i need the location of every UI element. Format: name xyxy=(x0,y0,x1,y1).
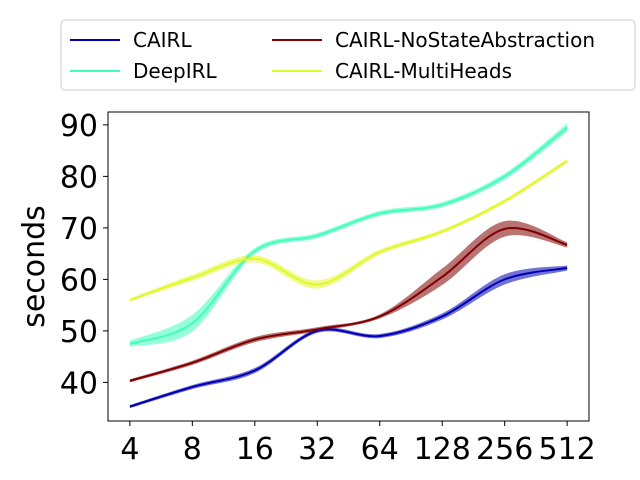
legend-box xyxy=(60,19,636,91)
x-tick-label: 16 xyxy=(236,432,274,467)
y-tick-label: 40 xyxy=(60,366,98,401)
legend-label: CAIRL xyxy=(133,28,192,52)
x-tick-label: 128 xyxy=(414,432,471,467)
y-axis-label: seconds xyxy=(17,205,52,328)
y-tick-label: 50 xyxy=(60,315,98,350)
legend-label: CAIRL-NoStateAbstraction xyxy=(335,28,595,52)
series-line-0 xyxy=(129,267,568,408)
y-axis-ticks: 40 50 60 70 80 90 xyxy=(60,109,108,401)
x-tick-label: 4 xyxy=(120,432,139,467)
plot-area-frame xyxy=(107,111,590,422)
series-line-3 xyxy=(129,160,568,301)
x-tick-label: 64 xyxy=(361,432,399,467)
legend-label: DeepIRL xyxy=(133,59,218,83)
legend: CAIRL DeepIRL CAIRL-NoStateAbstraction CAIR… xyxy=(60,19,636,91)
x-tick-label: 512 xyxy=(539,432,596,467)
y-tick-label: 70 xyxy=(60,212,98,247)
y-tick-label: 60 xyxy=(60,263,98,298)
x-tick-label: 256 xyxy=(476,432,533,467)
y-tick-label: 80 xyxy=(60,160,98,195)
series-lines xyxy=(129,126,568,408)
y-tick-label: 90 xyxy=(60,109,98,144)
series-line-2 xyxy=(129,126,568,345)
legend-label: CAIRL-MultiHeads xyxy=(335,59,512,83)
series-band-0 xyxy=(129,265,568,409)
x-axis-ticks: 4 8 16 32 64 128 256 512 xyxy=(120,421,596,467)
x-tick-label: 8 xyxy=(183,432,202,467)
x-tick-label: 32 xyxy=(298,432,336,467)
confidence-bands xyxy=(129,123,568,409)
series-band-1 xyxy=(129,220,568,383)
series-band-3 xyxy=(129,158,568,302)
series-line-1 xyxy=(129,226,568,382)
